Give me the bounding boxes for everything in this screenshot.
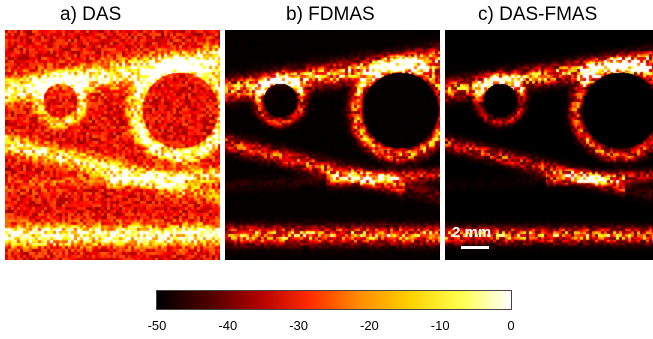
panel-a-das-image [5, 30, 220, 260]
panel-b-title: b) FDMAS [286, 4, 375, 25]
panel-a-title: a) DAS [60, 4, 122, 25]
colorbar [156, 290, 512, 310]
colorbar-tick-label: -10 [430, 318, 450, 333]
panel-c-das-fmas-image [445, 30, 653, 260]
panel-b-fdmas-image [225, 30, 440, 260]
scale-bar [461, 246, 489, 249]
colorbar-tick-label: 0 [507, 318, 515, 333]
panel-c-title: c) DAS-FMAS [478, 4, 598, 25]
scale-bar-label: 2 mm [452, 224, 492, 241]
colorbar-tick-label: -50 [147, 318, 167, 333]
colorbar-tick-label: -30 [289, 318, 308, 333]
colorbar-tick-label: -40 [218, 318, 238, 333]
colorbar-tick-label: -20 [359, 318, 379, 333]
